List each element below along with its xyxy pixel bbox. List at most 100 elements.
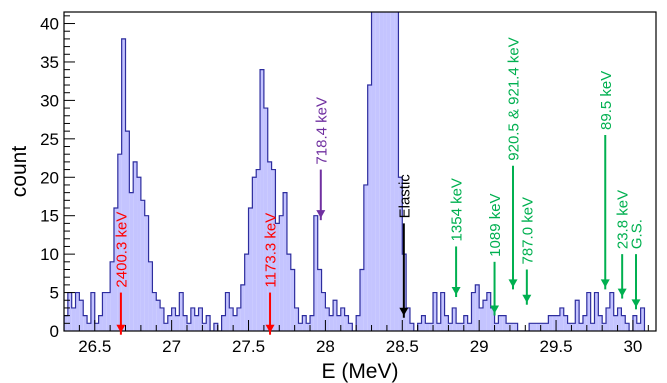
peak-annotations: 2400.3 keV 1173.3 keV 718.4 keV Elastic 1354… bbox=[113, 37, 646, 335]
histogram-bin bbox=[579, 323, 583, 331]
histogram-bin bbox=[506, 323, 510, 331]
histogram-bin bbox=[394, 12, 399, 331]
y-tick-label: 10 bbox=[40, 245, 59, 264]
histogram-bin bbox=[598, 315, 603, 331]
histogram-bin bbox=[636, 323, 641, 331]
annotation-2: 718.4 keV bbox=[313, 97, 330, 221]
x-tick-label: 27.5 bbox=[232, 337, 265, 356]
histogram-bin bbox=[398, 177, 403, 331]
histogram-bin bbox=[532, 323, 537, 331]
histogram-bin bbox=[283, 192, 287, 331]
histogram-bin bbox=[329, 315, 334, 331]
y-axis-label: count bbox=[8, 146, 31, 198]
histogram-bin bbox=[409, 323, 414, 331]
histogram-bin bbox=[148, 261, 153, 331]
histogram-bin bbox=[617, 307, 622, 331]
annotation-0: 2400.3 keV bbox=[113, 212, 130, 335]
histogram-bin bbox=[571, 323, 576, 331]
histogram-bin bbox=[498, 315, 503, 331]
histogram-bin bbox=[260, 69, 264, 331]
histogram-bin bbox=[606, 307, 610, 331]
histogram-bin bbox=[575, 300, 580, 331]
histogram-bin bbox=[494, 323, 499, 331]
histogram-bin bbox=[456, 323, 460, 331]
histogram-bin bbox=[594, 292, 599, 331]
y-tick-label: 40 bbox=[40, 15, 59, 34]
histogram-bin bbox=[371, 12, 376, 331]
annotation-arrow-head bbox=[451, 287, 461, 296]
histogram-bin bbox=[363, 184, 368, 331]
histogram-bin bbox=[137, 177, 141, 331]
histogram-bin bbox=[559, 307, 564, 331]
histogram-bin bbox=[190, 307, 195, 331]
histogram-bin bbox=[513, 323, 518, 331]
histogram-bin bbox=[440, 292, 445, 331]
annotation-4: 1354 keV bbox=[449, 178, 466, 298]
histogram-bin bbox=[213, 323, 218, 331]
annotation-arrow-head bbox=[522, 294, 532, 303]
histogram-bin bbox=[417, 323, 422, 331]
histogram-bin bbox=[221, 315, 226, 331]
annotation-label: 787.0 keV bbox=[519, 197, 536, 265]
histogram-bin bbox=[386, 12, 391, 331]
histogram-bin bbox=[444, 315, 449, 331]
histogram-bin bbox=[367, 85, 372, 331]
histogram-bin bbox=[540, 323, 545, 331]
histogram-bin bbox=[483, 300, 487, 331]
histogram-bin bbox=[156, 300, 161, 331]
histogram-bin bbox=[302, 315, 307, 331]
histogram-bin bbox=[336, 315, 341, 331]
histogram-bin bbox=[75, 292, 80, 331]
histogram-bin bbox=[267, 161, 272, 331]
histogram-bin bbox=[279, 215, 284, 331]
x-tick-label: 27 bbox=[162, 337, 181, 356]
histogram-bin bbox=[479, 307, 484, 331]
histogram-bin bbox=[244, 254, 249, 331]
histogram-bin bbox=[140, 200, 145, 331]
histogram-bin bbox=[298, 323, 303, 331]
annotation-label: Elastic bbox=[396, 174, 413, 219]
histogram-bin bbox=[87, 323, 91, 331]
y-tick-label: 0 bbox=[50, 322, 59, 341]
annotation-arrow-head bbox=[600, 279, 610, 288]
x-tick-label: 28.5 bbox=[386, 337, 419, 356]
annotation-9: 23.8 keV bbox=[615, 190, 632, 299]
annotation-arrow-head bbox=[631, 299, 641, 308]
histogram-bin bbox=[621, 315, 626, 331]
y-tick-label: 5 bbox=[50, 284, 59, 303]
histogram-bin bbox=[486, 292, 491, 331]
histogram-bin bbox=[256, 169, 261, 331]
y-axis-ticks: 0 5 10 15 20 25 30 35 40 bbox=[40, 15, 75, 341]
annotation-6: 920.5 & 921.4 keV bbox=[505, 37, 522, 290]
annotation-arrow-head bbox=[508, 279, 518, 288]
plot-border bbox=[63, 11, 657, 332]
histogram-bin bbox=[183, 315, 188, 331]
annotation-arrow-head bbox=[617, 288, 627, 297]
histogram-bin bbox=[252, 177, 257, 331]
histogram-bin bbox=[586, 292, 591, 331]
y-tick-label: 30 bbox=[40, 91, 59, 110]
histogram-bin bbox=[110, 261, 114, 331]
histogram-bin bbox=[640, 307, 645, 331]
annotation-3: Elastic bbox=[396, 174, 413, 318]
histogram-bin bbox=[490, 307, 495, 331]
histogram-bin bbox=[152, 292, 157, 331]
histogram-bin bbox=[275, 223, 280, 331]
histogram-bin bbox=[321, 292, 326, 331]
histogram-bin bbox=[348, 323, 353, 331]
histogram-bin bbox=[67, 292, 72, 331]
histogram-bin bbox=[452, 307, 457, 331]
annotation-label: 1354 keV bbox=[449, 178, 466, 241]
histogram-bin bbox=[556, 315, 560, 331]
histogram-bin bbox=[263, 108, 268, 331]
annotation-arrow-head bbox=[265, 324, 275, 333]
histogram-bin bbox=[429, 323, 434, 331]
histogram-bin bbox=[206, 315, 211, 331]
annotation-arrow-head bbox=[316, 210, 326, 219]
x-tick-label: 29.5 bbox=[540, 337, 573, 356]
x-tick-label: 30 bbox=[623, 337, 642, 356]
histogram-bin bbox=[290, 269, 295, 331]
annotation-1: 1173.3 keV bbox=[263, 213, 280, 335]
histogram-bin bbox=[83, 315, 88, 331]
histogram-bin bbox=[590, 323, 595, 331]
